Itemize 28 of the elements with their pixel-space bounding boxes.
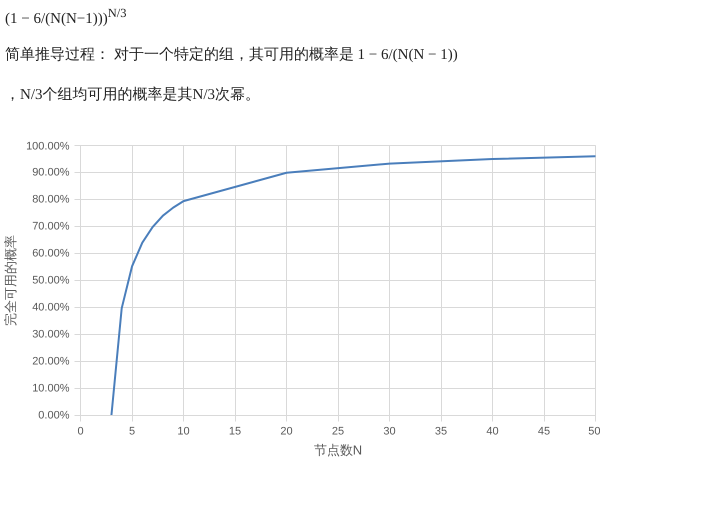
x-tick-label: 40 [486, 426, 499, 438]
y-tick-label: 40.00% [32, 302, 70, 314]
x-tick-label: 15 [228, 426, 242, 438]
x-axis-title: 节点数N [314, 442, 362, 458]
text: (1 − 6/(N(N−1)))$^{N/3}$ [5, 5, 126, 29]
x-tick-label: 20 [280, 426, 293, 438]
text: ，N/3个组均可用的概率是其N/3次幂。 [5, 85, 260, 105]
y-tick-label: 60.00% [32, 248, 70, 260]
y-tick-label: 10.00% [32, 382, 70, 394]
y-tick-label: 100.00% [26, 140, 70, 152]
x-tick-label: 25 [332, 426, 344, 438]
x-tick-label: 35 [434, 426, 448, 438]
text: 简单推导过程： 对于一个特定的组，其可用的概率是 1 − 6/(N(N − 1)) [5, 45, 458, 65]
x-tick-label: 10 [177, 426, 190, 438]
y-tick-label: 50.00% [32, 274, 70, 286]
y-axis-title: 完全可用的概率 [3, 235, 18, 326]
x-tick-label: 50 [588, 426, 601, 438]
y-tick-label: 70.00% [32, 220, 70, 232]
y-tick-label: 20.00% [32, 356, 70, 368]
x-tick-label: 5 [128, 426, 136, 438]
x-tick-label: 45 [538, 426, 550, 438]
y-tick-label: 30.00% [32, 328, 70, 340]
y-tick-label: 90.00% [32, 166, 70, 178]
line-series [110, 155, 596, 416]
y-tick-label: 80.00% [32, 194, 70, 206]
x-tick-label: 30 [383, 426, 396, 438]
x-tick-label: 0 [77, 426, 84, 438]
y-tick-label: 0.00% [38, 410, 70, 422]
